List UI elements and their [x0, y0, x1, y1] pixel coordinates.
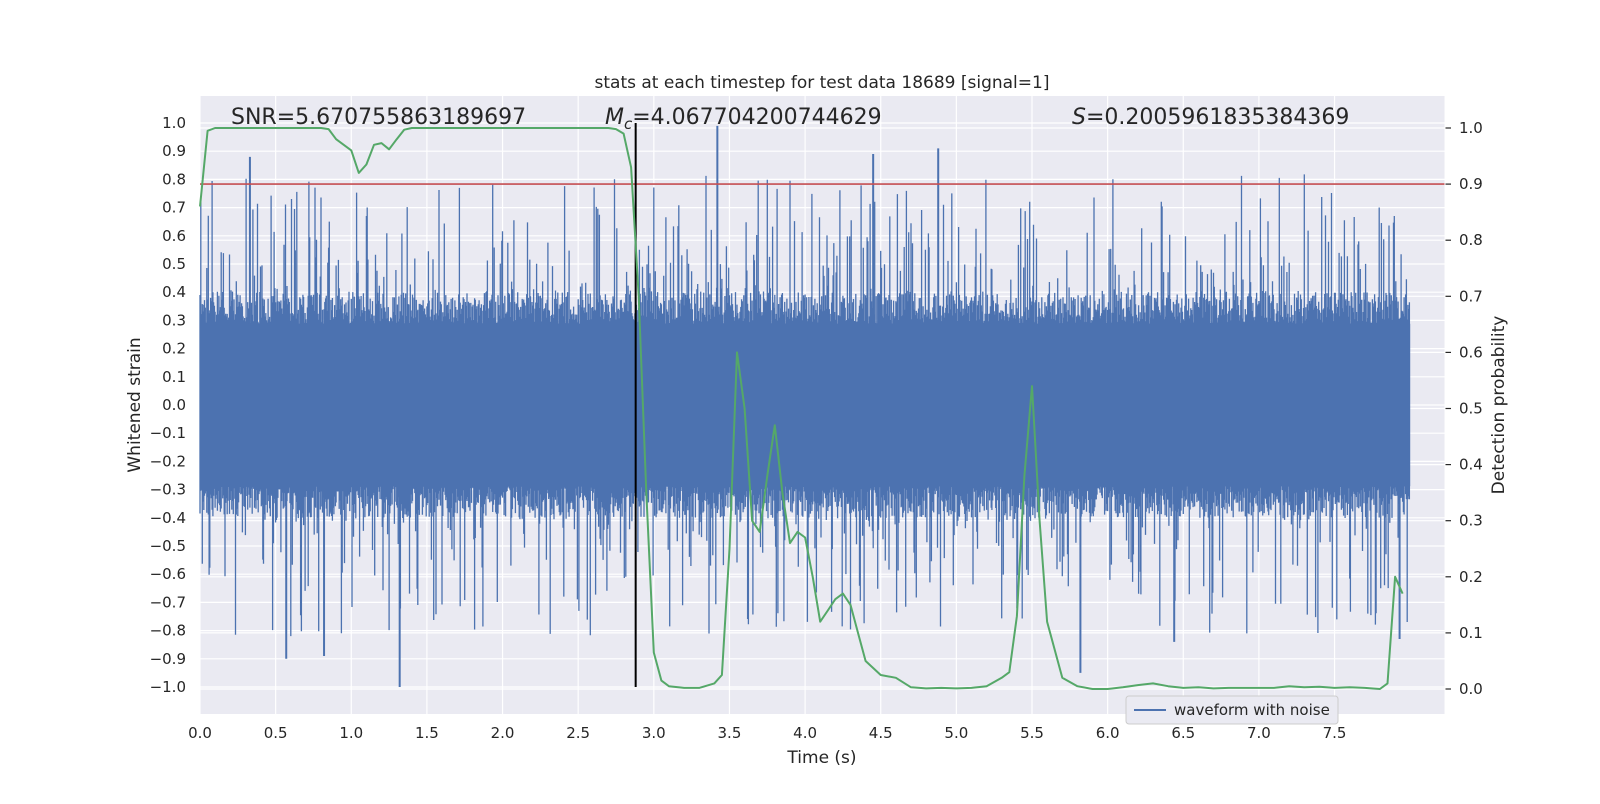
- y-tick-label: −0.4: [150, 509, 186, 527]
- x-tick-label: 7.5: [1323, 724, 1347, 742]
- x-axis-label: Time (s): [786, 748, 856, 768]
- y-tick-label: 0.1: [162, 368, 186, 386]
- chirp-mass-annotation: Mc=4.067704200744629: [605, 105, 882, 133]
- x-tick-label: 3.0: [642, 724, 666, 742]
- y-right-tick-label: 0.2: [1459, 568, 1483, 586]
- x-tick-label: 6.5: [1171, 724, 1195, 742]
- x-tick-label: 5.5: [1020, 724, 1044, 742]
- detection-probability-line: [199, 127, 1404, 690]
- x-tick-label: 0.0: [188, 724, 212, 742]
- x-tick-label: 5.0: [944, 724, 968, 742]
- y-right-tick-label: 1.0: [1459, 119, 1483, 137]
- x-tick-label: 2.0: [491, 724, 515, 742]
- x-tick-label: 3.5: [718, 724, 742, 742]
- x-tick-label: 1.5: [415, 724, 439, 742]
- y-right-axis-label: Detection probability: [1489, 316, 1509, 495]
- x-tick-label: 0.5: [264, 724, 288, 742]
- mc-subscript: c: [624, 115, 633, 133]
- y-right-tick-label: 0.3: [1459, 512, 1483, 530]
- waveform-core: [200, 323, 1411, 487]
- x-tick-label: 1.0: [339, 724, 363, 742]
- y-tick-label: 0.2: [162, 340, 186, 358]
- y-tick-label: −0.6: [150, 565, 186, 583]
- legend: waveform with noise: [1125, 695, 1339, 725]
- y-right-tick-label: 0.0: [1459, 680, 1483, 698]
- y-tick-label: 0.4: [162, 283, 186, 301]
- mc-value: =4.067704200744629: [632, 105, 881, 130]
- y-right-tick-label: 0.4: [1459, 456, 1483, 474]
- y-right-tick-label: 0.1: [1459, 624, 1483, 642]
- y-tick-label: −0.3: [150, 481, 186, 499]
- x-tick-label: 4.5: [869, 724, 893, 742]
- x-tick-label: 7.0: [1247, 724, 1271, 742]
- y-tick-label: −1.0: [150, 678, 186, 696]
- y-right-tick-label: 0.6: [1459, 343, 1483, 361]
- y-right-tick-label: 0.5: [1459, 400, 1483, 418]
- y-right-tick-label: 0.9: [1459, 175, 1483, 193]
- legend-box: [1125, 695, 1339, 725]
- noise-series: [199, 125, 1411, 687]
- ticks: 0.0 0.5 1.0 1.5 2.0 2.5 3.0 3.5 4.0 4.5 5.0 5.5 6.0 6…: [150, 96, 1483, 742]
- y-tick-label: 0.3: [162, 311, 186, 329]
- y-tick-label: 0.8: [162, 170, 186, 188]
- x-tick-label: 2.5: [566, 724, 590, 742]
- y-tick-label: −0.9: [150, 650, 186, 668]
- y-right-tick-label: 0.7: [1459, 287, 1483, 305]
- y-tick-label: 0.5: [162, 255, 186, 273]
- x-tick-label: 6.0: [1096, 724, 1120, 742]
- y-right-tick-label: 0.8: [1459, 231, 1483, 249]
- overlays: [199, 123, 1445, 690]
- y-tick-label: 0.0: [162, 396, 186, 414]
- y-tick-label: 0.7: [162, 199, 186, 217]
- legend-label: waveform with noise: [1174, 701, 1330, 719]
- s-symbol: S: [1072, 105, 1086, 130]
- y-tick-label: 0.9: [162, 142, 186, 160]
- y-tick-label: −0.2: [150, 452, 186, 470]
- mc-symbol: M: [605, 105, 624, 130]
- chart-title: stats at each timestep for test data 186…: [595, 73, 1050, 93]
- snr-annotation: SNR=5.670755863189697: [231, 105, 526, 130]
- y-tick-label: 1.0: [162, 114, 186, 132]
- y-tick-label: 0.6: [162, 227, 186, 245]
- y-tick-label: −0.5: [150, 537, 186, 555]
- y-tick-label: −0.7: [150, 593, 186, 611]
- s-annotation: S=0.2005961835384369: [1072, 105, 1349, 130]
- y-tick-label: −0.8: [150, 622, 186, 640]
- x-tick-label: 4.0: [793, 724, 817, 742]
- y-tick-label: −0.1: [150, 424, 186, 442]
- y-axis-label: Whitened strain: [125, 337, 145, 472]
- s-value: =0.2005961835384369: [1086, 105, 1349, 130]
